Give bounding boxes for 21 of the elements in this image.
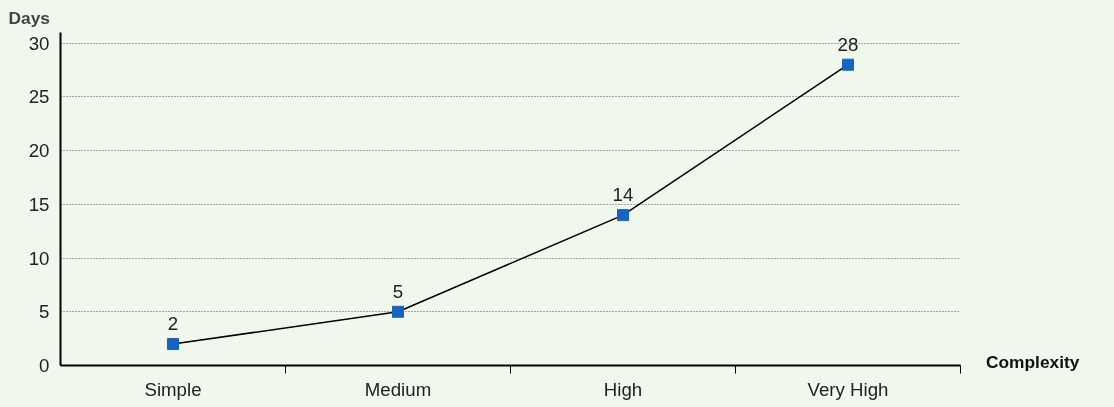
data-label: 14	[612, 184, 634, 206]
point	[167, 338, 179, 351]
point	[617, 209, 629, 222]
y-tick-label: 10	[28, 247, 50, 269]
x-axis-title: Complexity	[986, 351, 1080, 374]
y-axis-title: Days	[8, 7, 50, 28]
y-tick-label: 5	[39, 301, 50, 323]
data-label: 28	[837, 33, 859, 55]
y-tick-label: 20	[28, 140, 50, 162]
x-tick-label: Very High	[807, 378, 889, 400]
y-tick-label: 25	[28, 86, 50, 108]
point	[392, 305, 404, 318]
x-tick-label: Simple	[144, 378, 202, 400]
y-tick-label: 15	[28, 193, 50, 215]
x-tick-label: Medium	[364, 378, 432, 400]
y-tick-label: 30	[28, 32, 50, 54]
data-label: 2	[167, 313, 179, 335]
y-tick-label: 0	[39, 355, 50, 376]
data-label: 5	[392, 280, 404, 302]
point	[842, 58, 854, 71]
x-tick-label: High	[603, 378, 643, 400]
